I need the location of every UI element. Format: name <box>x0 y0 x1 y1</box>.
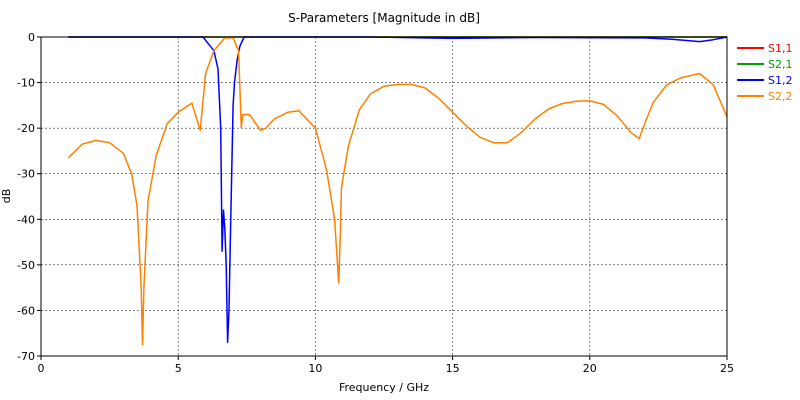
y-axis-label: dB <box>0 189 13 204</box>
axes: 0 5 10 15 20 25 0 -10 -20 -30 -40 -50 -60 -70 <box>17 31 734 375</box>
y-tick-label: -10 <box>17 77 35 90</box>
series-s2-2-line <box>67 37 728 346</box>
x-tick-label: 15 <box>446 362 460 375</box>
plot-frame <box>40 36 728 357</box>
x-tick-label: 0 <box>38 362 45 375</box>
legend-label-s1-1: S1,1 <box>768 42 792 55</box>
x-tick-label: 5 <box>175 362 182 375</box>
y-tick-label: -70 <box>17 350 35 363</box>
y-tick-label: -60 <box>17 304 35 317</box>
x-axis-label: Frequency / GHz <box>339 381 429 394</box>
y-tick-label: 0 <box>28 31 35 44</box>
y-tick-label: -40 <box>17 213 35 226</box>
legend-label-s1-2: S1,2 <box>768 74 792 87</box>
y-tick-label: -20 <box>17 122 35 135</box>
x-tick-label: 20 <box>583 362 597 375</box>
x-tick-label: 25 <box>720 362 734 375</box>
y-tick-label: -50 <box>17 259 35 272</box>
series-lines <box>67 36 728 346</box>
grid <box>41 37 727 356</box>
x-tick-label: 10 <box>308 362 322 375</box>
legend-label-s2-2: S2,2 <box>768 90 792 103</box>
legend-label-s2-1: S2,1 <box>768 58 792 71</box>
y-tick-label: -30 <box>17 168 35 181</box>
series-s1-2-line <box>68 36 728 344</box>
legend: S1,1 S2,1 S1,2 S2,2 <box>737 42 792 103</box>
chart-title: S-Parameters [Magnitude in dB] <box>288 11 480 25</box>
